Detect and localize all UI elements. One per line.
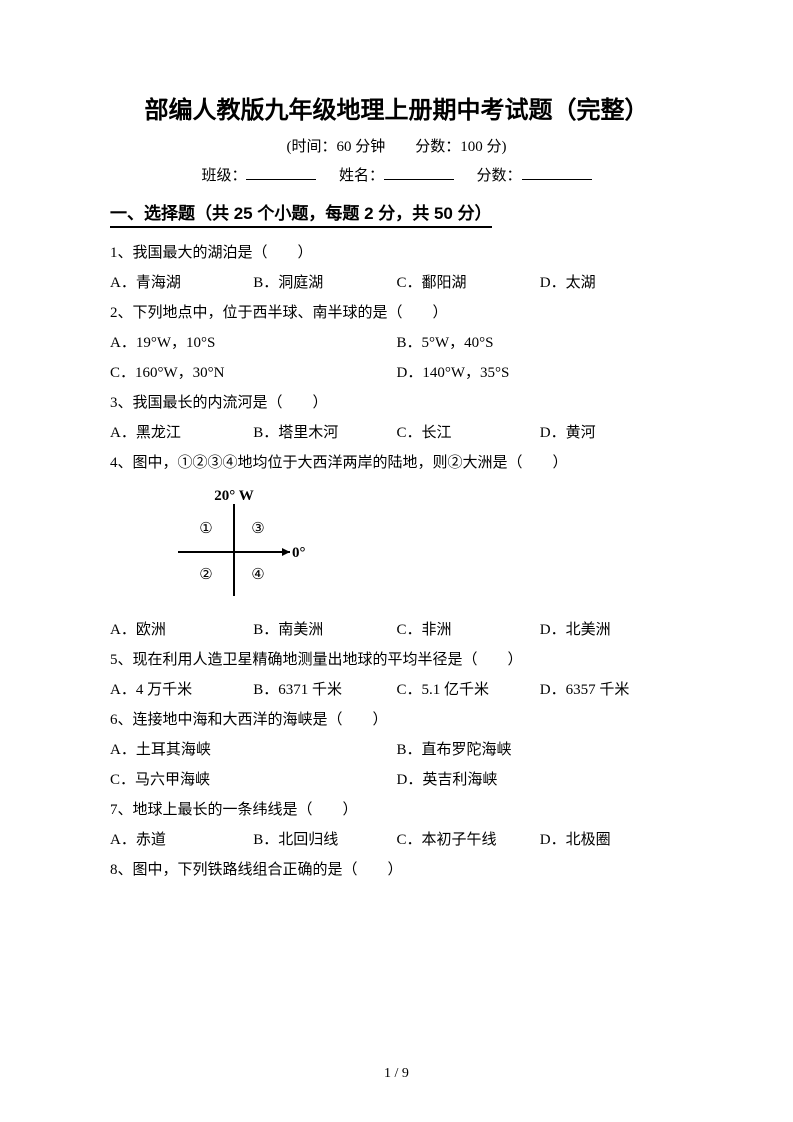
q5-opt-c: C．5.1 亿千米 xyxy=(397,675,540,705)
svg-text:③: ③ xyxy=(251,521,264,537)
question-6: 6、连接地中海和大西洋的海峡是（ ） A．土耳其海峡 B．直布罗陀海峡 C．马六… xyxy=(110,705,683,795)
name-label: 姓名： xyxy=(339,168,384,184)
q6-opt-b: B．直布罗陀海峡 xyxy=(397,735,684,765)
section-heading: 一、选择题（共 25 个小题，每题 2 分，共 50 分） xyxy=(110,199,492,228)
q5-stem: 5、现在利用人造卫星精确地测量出地球的平均半径是（ ） xyxy=(110,645,683,675)
q2-opt-c: C．160°W，30°N xyxy=(110,358,397,388)
q3-opt-d: D．黄河 xyxy=(540,418,683,448)
q2-options: A．19°W，10°S B．5°W，40°S C．160°W，30°N D．14… xyxy=(110,328,683,388)
q4-opt-d: D．北美洲 xyxy=(540,615,683,645)
q4-stem: 4、图中，①②③④地均位于大西洋两岸的陆地，则②大洲是（ ） xyxy=(110,448,683,478)
q2-opt-d: D．140°W，35°S xyxy=(397,358,684,388)
q7-opt-c: C．本初子午线 xyxy=(397,825,540,855)
class-blank xyxy=(246,165,316,180)
exam-page: 部编人教版九年级地理上册期中考试题（完整） (时间：60 分钟 分数：100 分… xyxy=(0,0,793,1122)
question-4: 4、图中，①②③④地均位于大西洋两岸的陆地，则②大洲是（ ） 20° W 0° ① ③… xyxy=(110,448,683,645)
q7-opt-d: D．北极圈 xyxy=(540,825,683,855)
q6-stem: 6、连接地中海和大西洋的海峡是（ ） xyxy=(110,705,683,735)
svg-text:①: ① xyxy=(199,521,212,537)
q3-options: A．黑龙江 B．塔里木河 C．长江 D．黄河 xyxy=(110,418,683,448)
name-blank xyxy=(384,165,454,180)
q6-opt-c: C．马六甲海峡 xyxy=(110,765,397,795)
q2-opt-a: A．19°W，10°S xyxy=(110,328,397,358)
q6-opt-d: D．英吉利海峡 xyxy=(397,765,684,795)
svg-text:20° W: 20° W xyxy=(214,488,253,504)
q6-options: A．土耳其海峡 B．直布罗陀海峡 C．马六甲海峡 D．英吉利海峡 xyxy=(110,735,683,795)
student-info-line: 班级： 姓名： 分数： xyxy=(110,164,683,185)
q7-opt-a: A．赤道 xyxy=(110,825,253,855)
q4-opt-b: B．南美洲 xyxy=(253,615,396,645)
q4-svg: 20° W 0° ① ③ ② ④ xyxy=(170,484,320,604)
q1-opt-b: B．洞庭湖 xyxy=(253,268,396,298)
q4-options: A．欧洲 B．南美洲 C．非洲 D．北美洲 xyxy=(110,615,683,645)
q3-stem: 3、我国最长的内流河是（ ） xyxy=(110,388,683,418)
q2-opt-b: B．5°W，40°S xyxy=(397,328,684,358)
q3-opt-c: C．长江 xyxy=(397,418,540,448)
score-label: 分数： xyxy=(477,168,522,184)
svg-text:②: ② xyxy=(199,567,212,583)
exam-meta: (时间：60 分钟 分数：100 分) xyxy=(110,135,683,156)
q4-diagram: 20° W 0° ① ③ ② ④ xyxy=(170,484,683,609)
q3-opt-b: B．塔里木河 xyxy=(253,418,396,448)
question-1: 1、我国最大的湖泊是（ ） A．青海湖 B．洞庭湖 C．鄱阳湖 D．太湖 xyxy=(110,238,683,298)
svg-text:0°: 0° xyxy=(292,545,306,561)
q8-stem: 8、图中，下列铁路线组合正确的是（ ） xyxy=(110,855,683,885)
score-blank xyxy=(522,165,592,180)
question-7: 7、地球上最长的一条纬线是（ ） A．赤道 B．北回归线 C．本初子午线 D．北… xyxy=(110,795,683,855)
q4-opt-c: C．非洲 xyxy=(397,615,540,645)
svg-text:④: ④ xyxy=(251,567,264,583)
q5-opt-d: D．6357 千米 xyxy=(540,675,683,705)
q7-stem: 7、地球上最长的一条纬线是（ ） xyxy=(110,795,683,825)
q2-stem: 2、下列地点中，位于西半球、南半球的是（ ） xyxy=(110,298,683,328)
q5-options: A．4 万千米 B．6371 千米 C．5.1 亿千米 D．6357 千米 xyxy=(110,675,683,705)
q7-opt-b: B．北回归线 xyxy=(253,825,396,855)
q5-opt-b: B．6371 千米 xyxy=(253,675,396,705)
q1-opt-a: A．青海湖 xyxy=(110,268,253,298)
question-8: 8、图中，下列铁路线组合正确的是（ ） xyxy=(110,855,683,885)
page-title: 部编人教版九年级地理上册期中考试题（完整） xyxy=(110,90,683,125)
question-3: 3、我国最长的内流河是（ ） A．黑龙江 B．塔里木河 C．长江 D．黄河 xyxy=(110,388,683,448)
q1-opt-d: D．太湖 xyxy=(540,268,683,298)
q7-options: A．赤道 B．北回归线 C．本初子午线 D．北极圈 xyxy=(110,825,683,855)
q1-options: A．青海湖 B．洞庭湖 C．鄱阳湖 D．太湖 xyxy=(110,268,683,298)
question-2: 2、下列地点中，位于西半球、南半球的是（ ） A．19°W，10°S B．5°W… xyxy=(110,298,683,388)
page-footer: 1 / 9 xyxy=(0,1066,793,1082)
q4-opt-a: A．欧洲 xyxy=(110,615,253,645)
q1-stem: 1、我国最大的湖泊是（ ） xyxy=(110,238,683,268)
q6-opt-a: A．土耳其海峡 xyxy=(110,735,397,765)
class-label: 班级： xyxy=(201,168,246,184)
q3-opt-a: A．黑龙江 xyxy=(110,418,253,448)
q5-opt-a: A．4 万千米 xyxy=(110,675,253,705)
q1-opt-c: C．鄱阳湖 xyxy=(397,268,540,298)
question-5: 5、现在利用人造卫星精确地测量出地球的平均半径是（ ） A．4 万千米 B．63… xyxy=(110,645,683,705)
